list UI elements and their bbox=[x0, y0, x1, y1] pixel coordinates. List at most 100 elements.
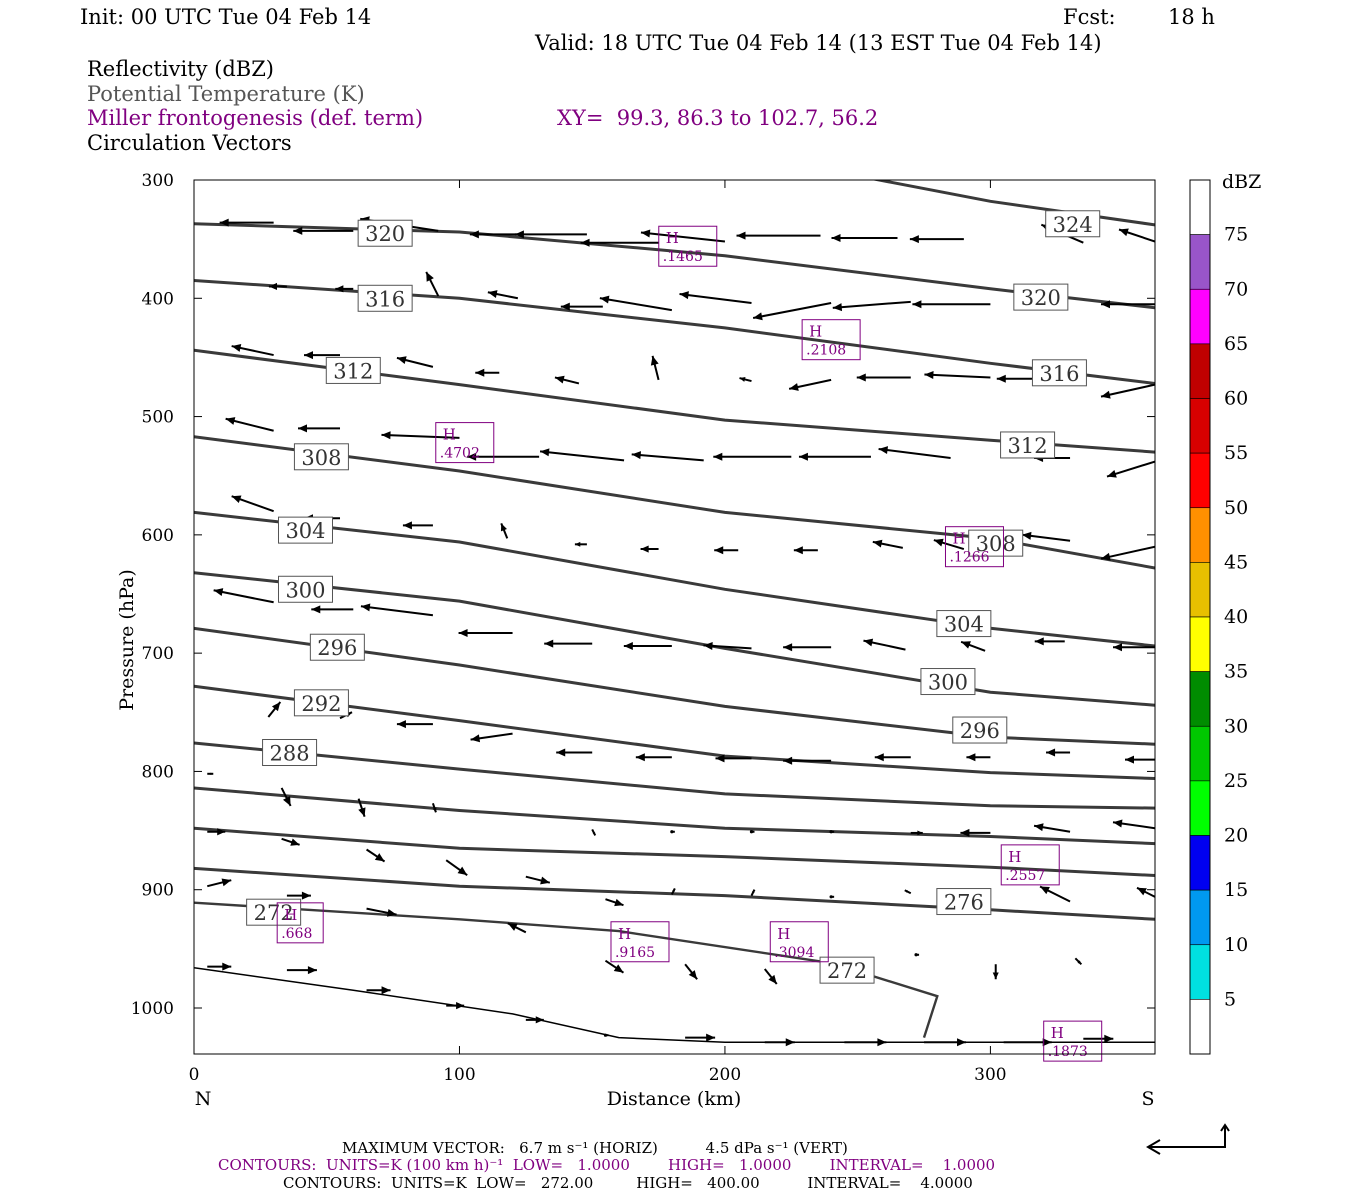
y-tick-label: 1000 bbox=[131, 999, 174, 1019]
circulation-vector bbox=[924, 370, 991, 379]
colorbar-unit: dBZ bbox=[1222, 171, 1261, 193]
circulation-vector bbox=[844, 1038, 887, 1047]
frontogenesis-value: .2108 bbox=[806, 343, 846, 359]
colorbar-swatch bbox=[1189, 999, 1211, 1055]
y-tick-label: 500 bbox=[142, 408, 174, 428]
frontogenesis-maximum: H .1266 bbox=[944, 526, 1004, 568]
colorbar-level: 40 bbox=[1224, 606, 1248, 628]
frontogenesis-high-label: H bbox=[1051, 1024, 1064, 1042]
theta-label-value: 304 bbox=[285, 519, 325, 543]
circulation-vector bbox=[402, 521, 433, 530]
circulation-vector bbox=[225, 417, 274, 432]
circulation-vector bbox=[298, 424, 341, 433]
circulation-vector bbox=[1074, 957, 1083, 966]
circulation-vector bbox=[335, 285, 354, 293]
theta-label: 320 bbox=[357, 219, 413, 247]
circulation-vector bbox=[286, 891, 311, 900]
circulation-vector bbox=[1034, 637, 1065, 646]
theta-label: 300 bbox=[920, 668, 976, 696]
circulation-vector bbox=[715, 754, 752, 763]
theta-label-value: 324 bbox=[1053, 213, 1093, 237]
circulation-vector bbox=[874, 753, 911, 762]
theta-contour-284 bbox=[194, 786, 1155, 846]
circulation-vector bbox=[992, 964, 999, 980]
circulation-vector bbox=[605, 898, 624, 907]
circulation-vector bbox=[219, 218, 274, 227]
theta-label-value: 316 bbox=[365, 287, 405, 311]
circulation-vector bbox=[685, 1033, 716, 1042]
legend-reflectivity: Reflectivity (dBZ) bbox=[87, 57, 275, 81]
circulation-vector bbox=[580, 238, 659, 247]
north-label: N bbox=[195, 1088, 212, 1110]
theta-label: 272 bbox=[819, 956, 875, 984]
frontogenesis-maximum: H .1873 bbox=[1043, 1020, 1103, 1062]
reference-vector-arrow bbox=[1146, 1123, 1230, 1155]
circulation-vector bbox=[783, 756, 832, 765]
circulation-vector bbox=[1125, 755, 1155, 764]
circulation-vector bbox=[703, 641, 752, 650]
frontogenesis-maxima: H .1465 H .2108 H .4702 H .1266 H .2557 H .668 H .916… bbox=[276, 225, 1103, 1062]
circulation-vector bbox=[446, 1002, 465, 1010]
theta-contour-308 bbox=[194, 435, 1155, 570]
forecast-hour: 18 h bbox=[1168, 5, 1215, 29]
circulation-vector bbox=[467, 452, 540, 461]
circulation-vector bbox=[458, 629, 513, 638]
y-axis-label: Pressure (hPa) bbox=[116, 569, 138, 711]
theta-label: 288 bbox=[262, 739, 318, 767]
circulation-vector bbox=[470, 732, 513, 743]
circulation-vector bbox=[304, 351, 341, 360]
frontogenesis-value: .1266 bbox=[949, 550, 989, 566]
colorbar-swatch bbox=[1189, 944, 1211, 1000]
y-tick-label: 300 bbox=[142, 171, 174, 191]
circulation-vector bbox=[1118, 228, 1155, 243]
theta-label-value: 296 bbox=[317, 636, 357, 660]
terrain-line bbox=[194, 967, 1155, 1044]
colorbar-swatch bbox=[1189, 452, 1211, 509]
circulation-vector bbox=[603, 1033, 609, 1037]
colorbar-level: 60 bbox=[1224, 388, 1248, 410]
forecast-label: Fcst: bbox=[1063, 5, 1116, 29]
circulation-vector bbox=[640, 229, 726, 243]
frontogenesis-maximum: H .2108 bbox=[801, 319, 861, 361]
legend-circulation-vectors: Circulation Vectors bbox=[87, 131, 292, 155]
circulation-vector bbox=[500, 523, 509, 539]
colorbar-swatch bbox=[1189, 835, 1211, 891]
circulation-vector bbox=[366, 986, 391, 995]
theta-label: 304 bbox=[936, 610, 992, 638]
frontogenesis-high-label: H bbox=[777, 925, 790, 943]
circulation-vector bbox=[763, 968, 778, 985]
colorbar-level: 25 bbox=[1224, 770, 1248, 792]
circulation-vector bbox=[829, 830, 835, 834]
theta-label: 300 bbox=[277, 575, 333, 603]
circulation-vector bbox=[1112, 819, 1155, 830]
circulation-vector bbox=[514, 230, 587, 239]
plot-frame bbox=[193, 179, 1156, 1055]
circulation-vector bbox=[631, 451, 704, 462]
colorbar-swatch bbox=[1189, 343, 1211, 399]
circulation-vector bbox=[966, 753, 991, 762]
theta-label-value: 316 bbox=[1039, 362, 1079, 386]
circulation-vector bbox=[445, 859, 468, 876]
circulation-vector bbox=[924, 1038, 967, 1047]
theta-contour-304 bbox=[194, 510, 1155, 648]
circulation-vector bbox=[381, 431, 460, 440]
circulation-vector bbox=[469, 230, 518, 239]
x-tick-label: 0 bbox=[189, 1065, 200, 1085]
theta-contour-292 bbox=[194, 684, 1155, 780]
circulation-vector bbox=[714, 546, 739, 555]
south-label: S bbox=[1141, 1088, 1154, 1110]
circulation-vector bbox=[650, 355, 660, 381]
colorbar-swatch bbox=[1189, 234, 1211, 290]
circulation-vector bbox=[752, 302, 832, 321]
x-axis-label: Distance (km) bbox=[607, 1088, 742, 1110]
frontogenesis-high-label: H bbox=[618, 925, 631, 943]
circulation-vector bbox=[1106, 460, 1155, 478]
colorbar-level: 65 bbox=[1224, 333, 1248, 355]
theta-label-value: 288 bbox=[270, 742, 310, 766]
circulation-vector bbox=[207, 878, 232, 888]
theta-label: 312 bbox=[1000, 431, 1056, 459]
circulation-vector bbox=[960, 828, 991, 837]
frontogenesis-value: .9165 bbox=[615, 945, 655, 961]
theta-contour-300 bbox=[194, 571, 1155, 707]
theta-label: 312 bbox=[325, 356, 381, 384]
